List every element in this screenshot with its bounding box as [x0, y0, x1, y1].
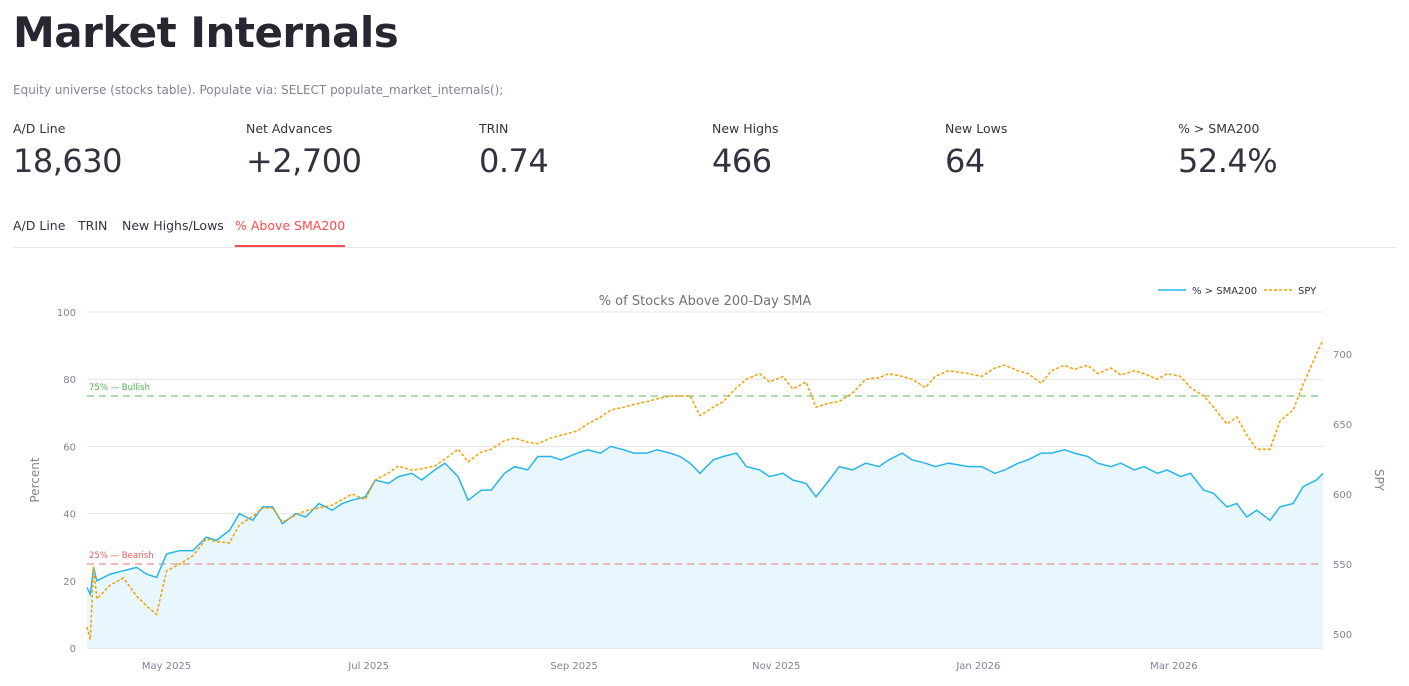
legend-label-spy: SPY — [1298, 286, 1317, 297]
reference-lines: 75% — Bullish 25% — Bearish — [87, 383, 1323, 565]
metric-value: 466 — [712, 142, 772, 180]
tab-ad-line[interactable]: A/D Line — [13, 218, 66, 233]
page-title: Market Internals — [13, 8, 399, 57]
reference-line-label: 25% — Bearish — [89, 551, 154, 561]
x-tick-label: Jul 2025 — [347, 661, 389, 672]
tab-bar: A/D Line TRIN New Highs/Lows % Above SMA… — [13, 212, 1396, 248]
y-tick-label: 20 — [63, 577, 76, 588]
metric-pct-above-sma200: % > SMA200 52.4% — [1178, 121, 1398, 180]
metric-net-advances: Net Advances +2,700 — [246, 121, 466, 180]
axis-ticks: 0 20 40 60 80 100 500 550 600 650 700 May 2025 Jul 2… — [57, 308, 1352, 672]
metric-label: New Lows — [945, 121, 1008, 136]
x-tick-label: Mar 2026 — [1150, 661, 1198, 672]
metric-ad-line: A/D Line 18,630 — [13, 121, 233, 180]
metric-label: New Highs — [712, 121, 779, 136]
y2-tick-label: 600 — [1333, 490, 1352, 501]
y-tick-label: 60 — [63, 442, 76, 453]
y-tick-label: 80 — [63, 375, 76, 386]
y-axis-title: Percent — [28, 457, 42, 502]
y2-tick-label: 550 — [1333, 560, 1352, 571]
y2-tick-label: 500 — [1333, 630, 1352, 641]
metric-value: +2,700 — [246, 142, 362, 180]
pct-area-fill — [87, 446, 1323, 648]
chart-title: % of Stocks Above 200-Day SMA — [599, 294, 812, 309]
metric-label: TRIN — [479, 121, 509, 136]
reference-line-label: 75% — Bullish — [89, 383, 150, 393]
tab-trin[interactable]: TRIN — [78, 218, 108, 233]
y2-axis-title: SPY — [1372, 469, 1386, 492]
series-line-spy — [86, 339, 1324, 640]
tab-pct-above-sma200[interactable]: % Above SMA200 — [235, 218, 346, 247]
y2-tick-label: 650 — [1333, 420, 1352, 431]
x-tick-label: May 2025 — [142, 661, 191, 672]
y2-tick-label: 700 — [1333, 350, 1352, 361]
metric-label: A/D Line — [13, 121, 66, 136]
metric-new-highs: New Highs 466 — [712, 121, 932, 180]
metric-trin: TRIN 0.74 — [479, 121, 699, 180]
metric-label: Net Advances — [246, 121, 333, 136]
metric-new-lows: New Lows 64 — [945, 121, 1165, 180]
y-tick-label: 40 — [63, 510, 76, 521]
metric-value: 52.4% — [1178, 142, 1278, 180]
page-subtitle: Equity universe (stocks table). Populate… — [13, 83, 504, 97]
metric-label: % > SMA200 — [1178, 121, 1260, 136]
sma200-chart: 75% — Bullish 25% — Bearish 0 20 40 60 80 100 5… — [28, 286, 1386, 672]
metric-value: 64 — [945, 142, 985, 180]
y-tick-label: 0 — [70, 644, 76, 655]
y-tick-label: 100 — [57, 308, 76, 319]
metrics-row: A/D Line 18,630 Net Advances +2,700 TRIN… — [13, 121, 1403, 191]
tab-new-highs-lows[interactable]: New Highs/Lows — [122, 218, 224, 233]
series-line-pct-sma200 — [86, 445, 1324, 597]
chart-legend: % > SMA200 SPY — [1158, 286, 1317, 297]
metric-value: 18,630 — [13, 142, 122, 180]
x-tick-label: Sep 2025 — [550, 661, 597, 672]
metric-value: 0.74 — [479, 142, 549, 180]
x-tick-label: Jan 2026 — [955, 661, 1000, 672]
x-tick-label: Nov 2025 — [752, 661, 800, 672]
legend-label-pct-sma200: % > SMA200 — [1192, 286, 1257, 297]
